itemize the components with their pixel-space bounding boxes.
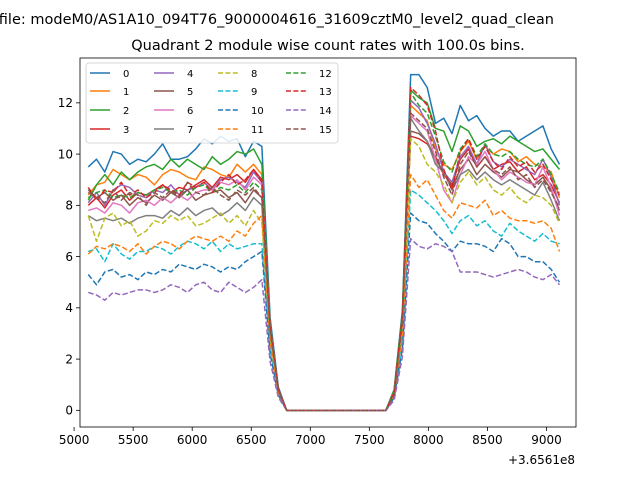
- y-tick-label: 12: [58, 96, 73, 110]
- series-line-15: [87, 112, 561, 412]
- series-line-4: [87, 99, 561, 412]
- x-tick-label: 6500: [236, 433, 267, 447]
- legend-label-0: 0: [123, 69, 129, 80]
- legend-label-4: 4: [187, 69, 193, 80]
- y-tick-label: 8: [65, 199, 73, 213]
- series-line-9: [88, 189, 560, 412]
- series-line-3: [87, 135, 561, 412]
- x-tick-label: 8500: [472, 433, 503, 447]
- legend-label-7: 7: [187, 125, 193, 136]
- series-line-11: [87, 173, 561, 412]
- figure-suptitle: n file: modeM0/AS1A10_094T76_9000004616_…: [0, 12, 554, 28]
- y-tick-label: 0: [65, 404, 73, 418]
- legend-label-14: 14: [319, 106, 332, 117]
- x-tick-label: 5000: [59, 433, 90, 447]
- x-axis: 5000 5500 6000 6500 7000 7500 8000 8500 9000: [59, 427, 562, 447]
- series-line-8: [87, 137, 561, 412]
- legend-label-5: 5: [187, 87, 193, 98]
- chart-title: Quadrant 2 module wise count rates with …: [131, 38, 525, 54]
- x-tick-label: 7000: [295, 433, 326, 447]
- y-tick-label: 4: [65, 301, 73, 315]
- x-tick-label: 9000: [531, 433, 562, 447]
- series-line-6: [88, 114, 561, 412]
- legend-label-3: 3: [123, 125, 129, 136]
- y-tick-label: 2: [65, 352, 73, 366]
- y-tick-label: 10: [58, 147, 73, 161]
- legend-label-15: 15: [319, 125, 332, 136]
- legend-label-6: 6: [187, 106, 193, 117]
- x-axis-offset-label: +3.6561e8: [508, 453, 575, 467]
- series-line-5: [87, 130, 561, 412]
- axes-border: [79, 57, 577, 428]
- legend-label-11: 11: [251, 125, 264, 136]
- x-tick-label: 7500: [354, 433, 385, 447]
- plot-area: [87, 73, 561, 412]
- x-tick-label: 5500: [118, 433, 149, 447]
- legend-label-12: 12: [319, 69, 332, 80]
- legend-label-9: 9: [251, 87, 257, 98]
- axes-frame: [79, 57, 577, 428]
- y-tick-label: 6: [65, 250, 73, 264]
- series-line-14: [88, 237, 561, 412]
- legend-label-10: 10: [251, 106, 264, 117]
- legend-label-8: 8: [251, 69, 257, 80]
- legend-label-2: 2: [123, 106, 129, 117]
- legend-label-13: 13: [319, 87, 332, 98]
- legend-box: [85, 62, 339, 144]
- series-line-10: [87, 212, 561, 412]
- x-tick-label: 8000: [413, 433, 444, 447]
- x-tick-label: 6000: [177, 433, 208, 447]
- legend-label-1: 1: [123, 87, 129, 98]
- y-axis: 0 2 4 6 8 10 12: [58, 96, 80, 418]
